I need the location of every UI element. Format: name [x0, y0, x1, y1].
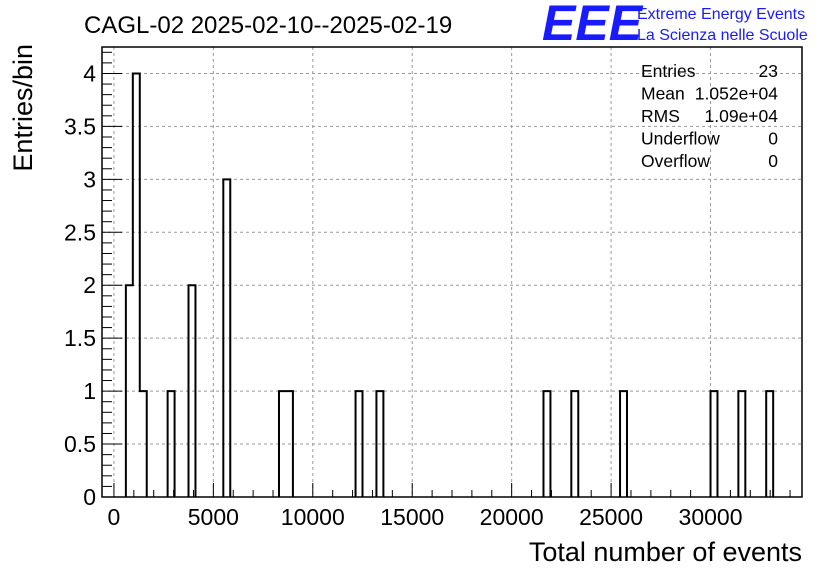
stats-box: Entries 23 Mean 1.052e+04 RMS 1.09e+04 Underfl… [641, 61, 778, 171]
stats-value: 23 [759, 61, 778, 81]
stats-label: RMS [641, 106, 680, 126]
stats-value: 1.052e+04 [695, 84, 778, 104]
chart-title: CAGL-02 2025-02-10--2025-02-19 [84, 12, 452, 39]
x-tick-label: 0 [108, 504, 121, 530]
eee-logo: EEE Extreme Energy Events La Scienza nel… [542, 0, 808, 51]
tick-labels: 0 5000 10000 15000 20000 25000 30000 0 0.5 1 1.5 2 2… [64, 60, 742, 530]
x-tick-label: 5000 [188, 504, 239, 530]
y-tick-label: 0 [83, 484, 96, 510]
y-tick-label: 4 [83, 60, 96, 86]
stats-label: Overflow [641, 151, 710, 171]
logo-line-2: La Scienza nelle Scuole [637, 27, 808, 44]
x-tick-label: 15000 [380, 504, 444, 530]
y-tick-label: 2.5 [64, 219, 96, 245]
histogram-outline [124, 72, 775, 497]
grid-lines [102, 47, 802, 498]
y-axis-title: Entries/bin [8, 44, 38, 172]
stats-value: 0 [768, 151, 778, 171]
stats-label: Entries [641, 61, 696, 81]
histogram-bars [124, 72, 775, 497]
x-tick-label: 10000 [281, 504, 345, 530]
stats-value: 1.09e+04 [705, 106, 779, 126]
logo-line-1: Extreme Energy Events [637, 6, 805, 23]
y-tick-label: 1.5 [64, 325, 96, 351]
y-tick-label: 3 [83, 166, 96, 192]
axis-ticks [102, 51, 791, 498]
plot-frame [101, 46, 803, 498]
stats-label: Underflow [641, 129, 720, 149]
y-tick-label: 0.5 [64, 431, 96, 457]
logo-mark: EEE [542, 0, 644, 51]
x-tick-label: 30000 [679, 504, 743, 530]
stats-value: 0 [768, 129, 778, 149]
y-tick-label: 3.5 [64, 113, 96, 139]
y-tick-label: 2 [83, 272, 96, 298]
x-tick-label: 20000 [480, 504, 544, 530]
x-tick-label: 25000 [579, 504, 643, 530]
x-axis-title: Total number of events [529, 537, 802, 567]
stats-label: Mean [641, 84, 685, 104]
y-tick-label: 1 [83, 378, 96, 404]
